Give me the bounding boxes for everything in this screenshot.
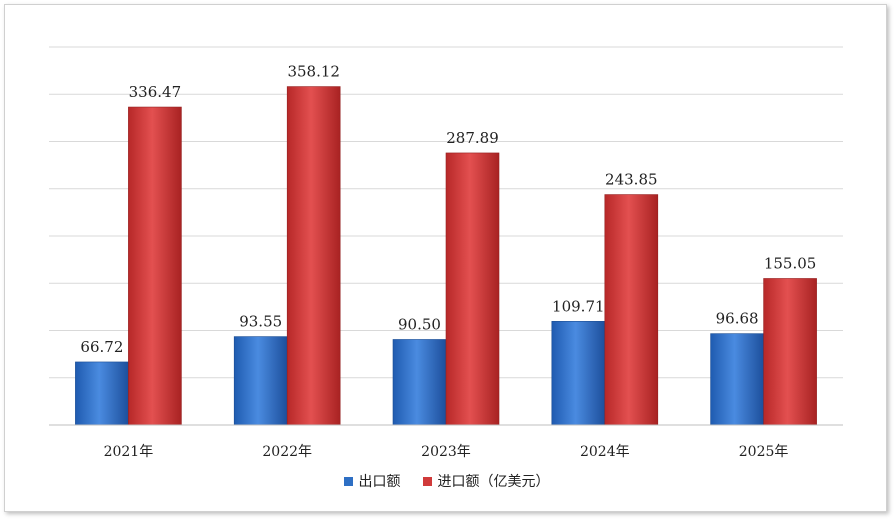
data-label-export: 66.72 xyxy=(80,338,123,356)
data-label-import: 287.89 xyxy=(446,129,499,147)
bar-chart: 66.72 336.47 93.55 358.12 90.50 287.89 109.71 2… xyxy=(49,46,843,460)
legend-label-import: 进口额（亿美元） xyxy=(437,474,550,490)
bar-import xyxy=(604,194,659,426)
bar-import xyxy=(286,86,341,426)
data-label-import: 336.47 xyxy=(129,83,182,101)
x-tick-label: 2022年 xyxy=(262,444,312,460)
x-axis: 2021年 2022年 2023年 2024年 2025年 xyxy=(49,424,843,460)
bar-export xyxy=(392,339,447,426)
bar-import xyxy=(763,278,817,426)
legend-swatch-import xyxy=(422,476,432,486)
data-label-export: 109.71 xyxy=(552,297,605,315)
data-label-export: 93.55 xyxy=(239,313,282,331)
bar-export xyxy=(233,336,288,426)
legend-item-export: 出口额 xyxy=(343,471,401,491)
x-tick-label: 2024年 xyxy=(580,444,630,460)
x-tick-label: 2021年 xyxy=(104,444,154,460)
bars xyxy=(75,86,817,426)
value-labels: 66.72 336.47 93.55 358.12 90.50 287.89 109.71 2… xyxy=(80,63,816,356)
bar-export xyxy=(551,321,606,426)
bar-import xyxy=(445,152,500,426)
legend-swatch-export xyxy=(343,476,353,486)
legend-label-export: 出口额 xyxy=(358,474,401,490)
data-label-import: 243.85 xyxy=(605,171,658,189)
x-tick-label: 2023年 xyxy=(421,444,471,460)
bar-import xyxy=(128,106,182,426)
data-label-import: 358.12 xyxy=(287,63,340,81)
data-label-export: 90.50 xyxy=(398,315,441,333)
legend: 出口额 进口额（亿美元） xyxy=(5,471,888,491)
data-label-export: 96.68 xyxy=(716,310,759,328)
bar-export xyxy=(710,333,764,426)
x-tick-label: 2025年 xyxy=(739,444,789,460)
chart-frame: 66.72 336.47 93.55 358.12 90.50 287.89 109.71 2… xyxy=(4,4,887,512)
bar-export xyxy=(75,361,129,426)
data-label-import: 155.05 xyxy=(764,254,817,272)
legend-item-import: 进口额（亿美元） xyxy=(422,471,550,491)
